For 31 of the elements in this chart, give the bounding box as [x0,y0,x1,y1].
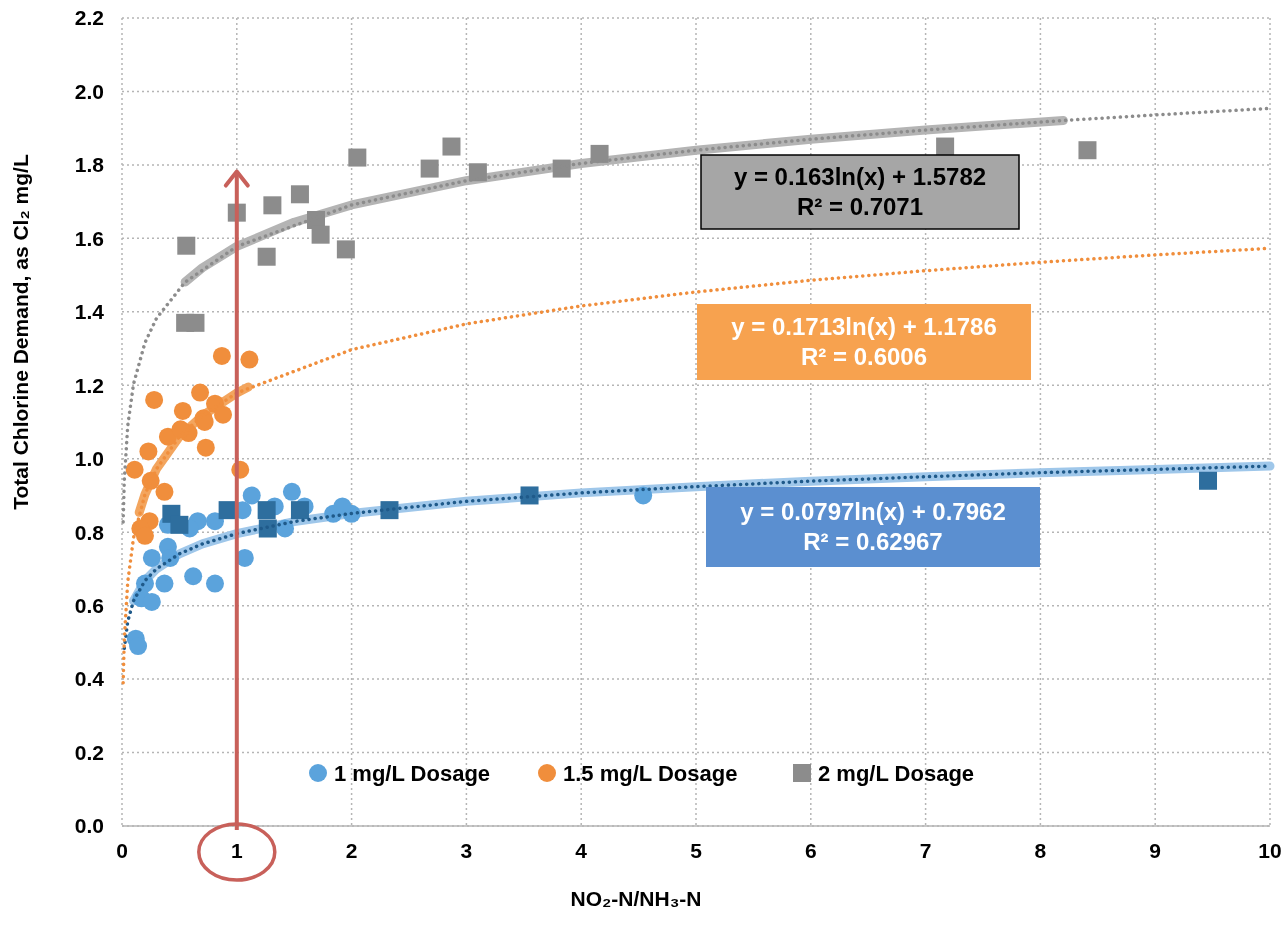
legend-label: 2 mg/L Dosage [818,760,975,786]
x-axis-title: NO₂-N/NH₃-N [570,887,702,910]
x-tick-label: 6 [804,839,817,862]
x-tick-label: 5 [690,839,703,862]
y-tick-label: 1.8 [74,153,105,177]
y-tick-label: 1.2 [74,373,104,397]
y-tick-label: 1.6 [74,226,104,250]
legend-label: 1.5 mg/L Dosage [563,760,738,786]
x-tick-label: 10 [1258,839,1282,862]
y-tick-label: 2.2 [74,6,104,30]
annotation: y = 0.1713ln(x) + 1.1786 R² = 0.6006 [731,313,997,371]
x-tick-label: 9 [1149,839,1162,862]
y-tick-label: 2.0 [74,79,104,103]
legend-label: 1 mg/L Dosage [334,760,491,786]
y-tick-label: 1.4 [74,300,105,324]
x-tick-label: 4 [575,839,588,862]
y-tick-label: 0.8 [74,520,105,544]
x-tick-label: 1 [230,839,243,862]
x-tick-label: 7 [919,839,932,862]
y-axis-title: Total Chlorine Demand, as Cl₂ mg/L [9,154,32,510]
x-tick-label: 2 [345,839,358,862]
x-tick-label: 0 [116,839,128,862]
y-tick-label: 0.6 [74,593,104,617]
y-tick-label: 0.4 [74,667,105,691]
y-tick-label: 0.0 [74,814,104,838]
x-tick-label: 3 [460,839,473,862]
annotation: y = 0.0797ln(x) + 0.7962 R² = 0.62967 [740,498,1006,556]
x-tick-label: 8 [1034,839,1047,862]
annotation: y = 0.163ln(x) + 1.5782 R² = 0.7071 [733,163,987,221]
y-tick-label: 1.0 [74,447,104,471]
y-tick-label: 0.2 [74,740,104,764]
